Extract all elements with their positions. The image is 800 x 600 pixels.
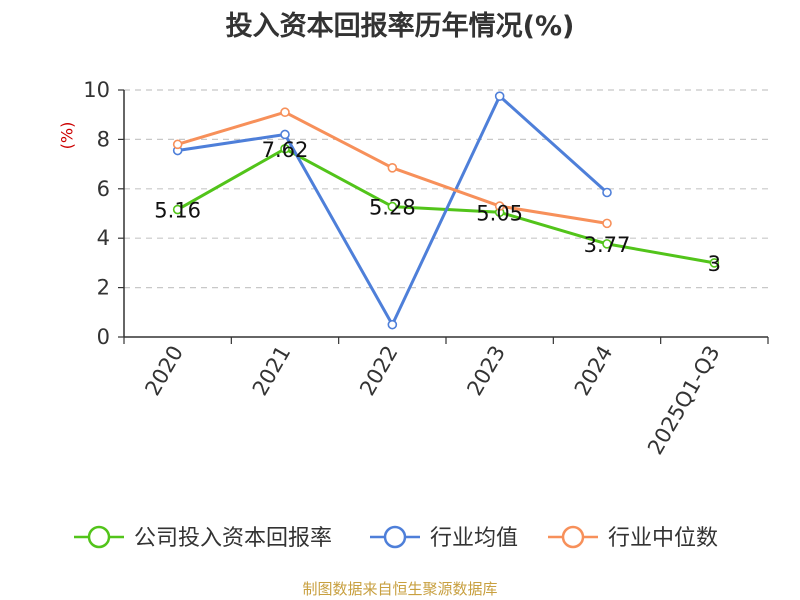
- data-point: [387, 201, 398, 212]
- data-point: [709, 258, 720, 268]
- data-point: [494, 91, 505, 101]
- legend-label: 行业均值: [430, 526, 518, 551]
- data-point: [280, 107, 290, 118]
- data-point: [602, 187, 612, 198]
- data-label: 3: [708, 252, 721, 276]
- legend-label: 公司投入资本回报率: [134, 526, 332, 551]
- data-point: [172, 204, 183, 215]
- data-point: [602, 239, 612, 249]
- x-tick-label: 2021: [248, 342, 296, 400]
- x-tick-label: 2023: [462, 341, 510, 399]
- data-point: [280, 143, 290, 154]
- series-line-0: [176, 147, 715, 265]
- x-tick-label: 2025Q1-Q3: [643, 342, 725, 459]
- data-label: 3.77: [584, 233, 631, 257]
- data-point: [172, 139, 183, 150]
- y-tick-label: 10: [83, 78, 110, 102]
- data-point: [494, 201, 505, 211]
- data-point: [387, 163, 398, 173]
- legend-swatch-marker: [383, 525, 407, 549]
- data-label: 5.16: [154, 199, 201, 223]
- legend-label: 行业中位数: [608, 526, 718, 551]
- y-tick-label: 0: [97, 325, 110, 349]
- data-point: [387, 319, 398, 330]
- y-tick-label: 2: [97, 276, 110, 300]
- legend-swatch-marker: [561, 525, 585, 549]
- y-tick-label: 6: [97, 177, 110, 201]
- data-point: [280, 129, 290, 140]
- y-tick-label: 4: [97, 226, 110, 250]
- chart-title: 投入资本回报率历年情况(%): [225, 11, 575, 42]
- source-note: 制图数据来自恒生聚源数据库: [302, 580, 498, 598]
- data-label: 5.05: [476, 201, 523, 225]
- legend-swatch-marker: [87, 525, 111, 549]
- data-point: [602, 218, 612, 229]
- data-label: 5.28: [369, 196, 416, 220]
- x-tick-label: 2022: [355, 342, 403, 400]
- x-tick-label: 2024: [570, 342, 618, 400]
- data-label: 7.62: [262, 138, 309, 162]
- x-tick-label: 2020: [140, 342, 188, 400]
- y-tick-label: 8: [97, 127, 110, 151]
